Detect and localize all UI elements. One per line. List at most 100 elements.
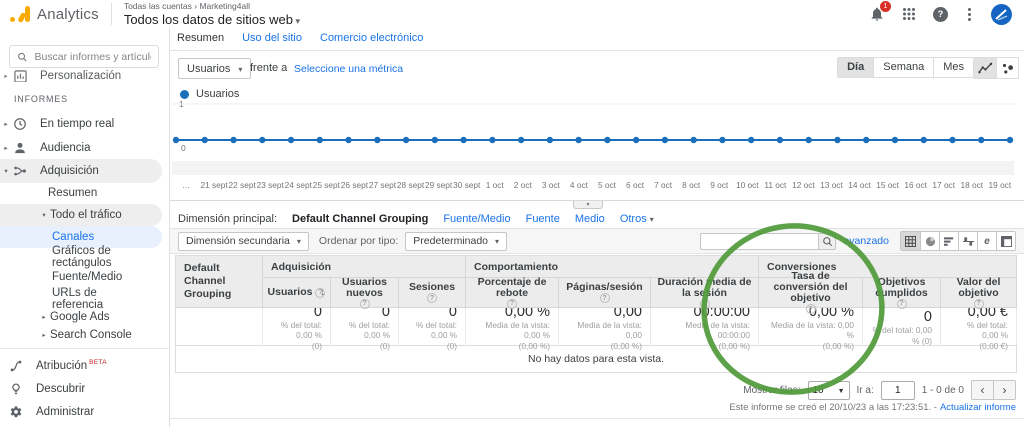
- sidebar-item-administrar[interactable]: Administrar: [0, 401, 162, 423]
- sidebar-search[interactable]: [9, 45, 159, 68]
- performance-view-button[interactable]: [939, 232, 958, 250]
- help-button[interactable]: [933, 7, 948, 22]
- row-header-default-channel-grouping[interactable]: Default Channel Grouping: [176, 256, 263, 308]
- col-header-porcentaje-de-rebote[interactable]: Porcentaje de rebote: [466, 278, 559, 308]
- secondary-dimension-button[interactable]: Dimensión secundaria: [178, 232, 309, 251]
- data-point[interactable]: [921, 137, 927, 143]
- tab-uso-del-sitio[interactable]: Uso del sitio: [242, 32, 302, 44]
- search-input[interactable]: [34, 51, 151, 63]
- granularity-day-button[interactable]: Día: [838, 58, 873, 77]
- sidebar-item-personalizacion[interactable]: Personalización: [0, 70, 162, 82]
- notifications-button[interactable]: 1: [869, 6, 885, 22]
- data-point[interactable]: [805, 137, 811, 143]
- col-header-duracion-media[interactable]: Duración media de la sesión: [651, 278, 759, 308]
- data-point[interactable]: [978, 137, 984, 143]
- data-point[interactable]: [403, 137, 409, 143]
- breadcrumb-accounts[interactable]: Todas las cuentas: [124, 1, 192, 11]
- data-point[interactable]: [547, 137, 553, 143]
- data-point[interactable]: [633, 137, 639, 143]
- motion-chart-button[interactable]: [996, 58, 1018, 78]
- data-point[interactable]: [489, 137, 495, 143]
- sort-type-dropdown[interactable]: Predeterminado: [405, 232, 507, 251]
- data-point[interactable]: [863, 137, 869, 143]
- data-point[interactable]: [345, 137, 351, 143]
- select-metric-link[interactable]: Seleccione una métrica: [294, 63, 403, 75]
- data-point[interactable]: [288, 137, 294, 143]
- help-icon[interactable]: [360, 299, 370, 309]
- data-point[interactable]: [460, 137, 466, 143]
- col-header-paginas-sesion[interactable]: Páginas/sesión: [559, 278, 651, 308]
- timeline-collapse-handle[interactable]: [573, 201, 603, 209]
- help-icon[interactable]: [897, 299, 907, 309]
- data-point[interactable]: [259, 137, 265, 143]
- data-point[interactable]: [949, 137, 955, 143]
- data-point[interactable]: [317, 137, 323, 143]
- help-icon[interactable]: [700, 299, 710, 309]
- next-page-button[interactable]: [993, 380, 1016, 400]
- analytics-logo[interactable]: Analytics: [10, 6, 99, 23]
- tab-resumen[interactable]: Resumen: [177, 32, 224, 44]
- view-selector[interactable]: Todos los datos de sitios web: [124, 12, 300, 27]
- dimension-otros[interactable]: Otros: [620, 213, 654, 225]
- sidebar-item-adquisicion[interactable]: Adquisición: [0, 159, 162, 183]
- table-search-button[interactable]: [818, 233, 836, 250]
- sidebar-item-google-ads[interactable]: Google Ads: [0, 308, 162, 326]
- help-icon[interactable]: [600, 293, 610, 303]
- tab-comercio-electronico[interactable]: Comercio electrónico: [320, 32, 423, 44]
- apps-button[interactable]: [902, 7, 916, 21]
- comparison-view-button[interactable]: [958, 232, 977, 250]
- account-avatar[interactable]: [991, 4, 1012, 25]
- pivot-view-button[interactable]: [996, 232, 1015, 250]
- data-point[interactable]: [575, 137, 581, 143]
- help-icon[interactable]: [974, 299, 984, 309]
- col-header-tasa-conversion-objetivo[interactable]: Tasa de conversión del objetivo: [759, 278, 863, 308]
- data-point[interactable]: [518, 137, 524, 143]
- refresh-report-link[interactable]: Actualizar informe: [940, 402, 1016, 413]
- data-point[interactable]: [662, 137, 668, 143]
- data-point[interactable]: [719, 137, 725, 143]
- granularity-week-button[interactable]: Semana: [873, 58, 933, 77]
- dimension-fuente[interactable]: Fuente: [526, 213, 560, 225]
- data-point[interactable]: [374, 137, 380, 143]
- table-search-input[interactable]: [700, 233, 818, 250]
- percentage-view-button[interactable]: [920, 232, 939, 250]
- help-icon[interactable]: [507, 299, 517, 309]
- data-point[interactable]: [604, 137, 610, 143]
- sidebar-item-search-console[interactable]: Search Console: [0, 326, 162, 344]
- data-view-button[interactable]: [901, 232, 920, 250]
- line-chart-button[interactable]: [974, 58, 996, 78]
- col-header-valor-del-objetivo[interactable]: Valor del objetivo: [941, 278, 1017, 308]
- sidebar-item-resumen[interactable]: Resumen: [0, 182, 162, 204]
- term-cloud-view-button[interactable]: e: [977, 232, 996, 250]
- granularity-month-button[interactable]: Mes: [933, 58, 973, 77]
- data-point[interactable]: [202, 137, 208, 143]
- data-point[interactable]: [432, 137, 438, 143]
- goto-page-input[interactable]: 1: [881, 381, 915, 400]
- dimension-fuente-medio[interactable]: Fuente/Medio: [443, 213, 510, 225]
- data-point[interactable]: [777, 137, 783, 143]
- dimension-default-channel-grouping[interactable]: Default Channel Grouping: [292, 213, 428, 225]
- sidebar-item-audiencia[interactable]: Audiencia: [0, 137, 162, 159]
- data-point[interactable]: [1007, 137, 1013, 143]
- rows-per-page-select[interactable]: 10: [808, 381, 850, 400]
- col-header-usuarios-nuevos[interactable]: Usuarios nuevos: [331, 278, 399, 308]
- col-header-usuarios[interactable]: Usuarios: [263, 278, 331, 308]
- help-icon[interactable]: [806, 304, 816, 314]
- col-header-objetivos-cumplidos[interactable]: Objetivos cumplidos: [863, 278, 941, 308]
- data-point[interactable]: [690, 137, 696, 143]
- data-point[interactable]: [748, 137, 754, 143]
- data-point[interactable]: [230, 137, 236, 143]
- dimension-medio[interactable]: Medio: [575, 213, 605, 225]
- data-point[interactable]: [892, 137, 898, 143]
- sidebar-item-descubrir[interactable]: Descubrir: [0, 378, 162, 400]
- prev-page-button[interactable]: [971, 380, 994, 400]
- sidebar-item-atribucion[interactable]: Atribución BETA: [0, 355, 162, 377]
- sidebar-item-todo-el-trafico[interactable]: Todo el tráfico: [0, 204, 162, 226]
- data-point[interactable]: [173, 137, 179, 143]
- col-header-sesiones[interactable]: Sesiones: [399, 278, 466, 308]
- breadcrumb-property[interactable]: Marketing4all: [199, 1, 250, 11]
- more-menu-button[interactable]: [965, 13, 974, 16]
- data-point[interactable]: [834, 137, 840, 143]
- help-icon[interactable]: [427, 293, 437, 303]
- metric-selector-dropdown[interactable]: Usuarios: [178, 58, 251, 79]
